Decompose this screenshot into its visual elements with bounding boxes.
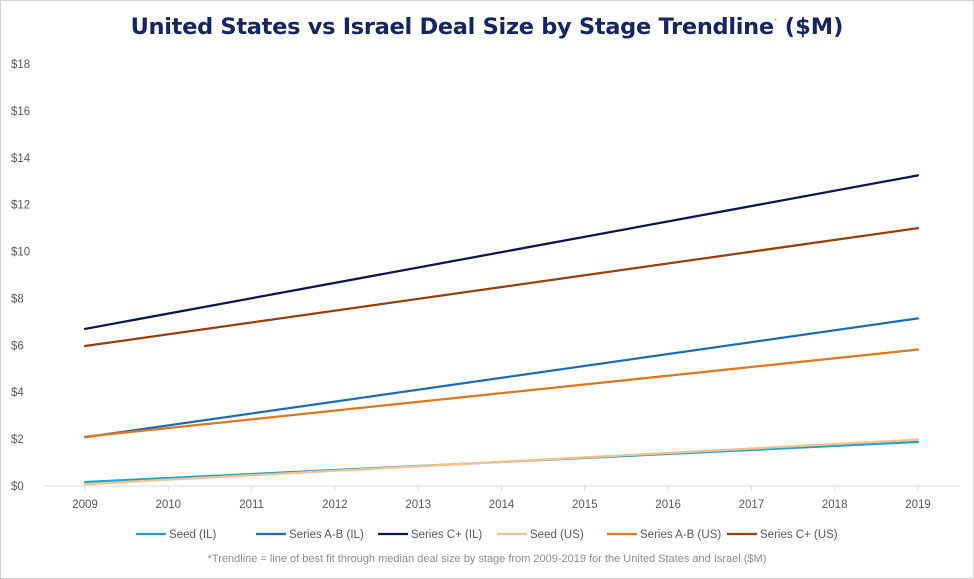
- legend: Seed (IL) Series A-B (IL) Series C+ (IL) Se…: [136, 529, 838, 541]
- y-tick-label: $12: [11, 200, 30, 212]
- legend-label-seed-us: Seed (US): [530, 529, 584, 541]
- x-tick-label: 2012: [322, 499, 348, 511]
- x-tick-label: 2017: [739, 499, 765, 511]
- series-line-series-c-il: [83, 174, 920, 331]
- y-tick-label: $18: [11, 59, 30, 71]
- y-tick-label: $10: [11, 247, 30, 259]
- y-tick-label: $4: [11, 387, 24, 399]
- x-tick-label: 2015: [572, 499, 598, 511]
- y-axis: $0 $2 $4 $6 $8 $10 $12 $14 $16 $18: [11, 59, 31, 493]
- legend-label-series-a-b-us: Series A-B (US): [640, 529, 721, 541]
- y-tick-label: $14: [11, 153, 31, 165]
- chart-footnote: *Trendline = line of best fit through me…: [207, 553, 767, 565]
- series-line-series-a-b-us: [83, 348, 920, 438]
- legend-label-series-a-b-il: Series A-B (IL): [289, 529, 364, 541]
- x-tick-label: 2016: [655, 499, 681, 511]
- y-tick-label: $0: [11, 481, 24, 493]
- x-tick-label: 2009: [72, 499, 98, 511]
- y-tick-label: $8: [11, 293, 24, 305]
- series-line-series-c-us: [83, 226, 920, 348]
- chart-title-block: United States vs Israel Deal Size by Sta…: [0, 14, 974, 40]
- y-tick-label: $16: [11, 106, 30, 118]
- series-lines: [83, 174, 920, 486]
- x-axis: 2009 2010 2011 2012 2013 2014 2015 2016 2017 2018…: [44, 485, 960, 511]
- y-tick-label: $6: [11, 340, 24, 352]
- x-tick-label: 2014: [489, 499, 515, 511]
- x-tick-label: 2019: [905, 499, 931, 511]
- x-tick-label: 2018: [822, 499, 848, 511]
- legend-label-series-c-us: Series C+ (US): [760, 529, 838, 541]
- series-line-series-a-b-il: [83, 317, 920, 439]
- series-line-seed-us: [83, 438, 920, 486]
- legend-label-seed-il: Seed (IL): [169, 529, 216, 541]
- chart-title: United States vs Israel Deal Size by Sta…: [130, 14, 775, 40]
- y-tick-label: $2: [11, 434, 24, 446]
- x-tick-label: 2010: [156, 499, 182, 511]
- chart-title-mark: *: [773, 17, 777, 26]
- x-tick-label: 2013: [405, 499, 431, 511]
- x-tick-label: 2011: [239, 499, 264, 511]
- legend-label-series-c-il: Series C+ (IL): [411, 529, 482, 541]
- chart-title-suffix: ($M): [776, 14, 844, 40]
